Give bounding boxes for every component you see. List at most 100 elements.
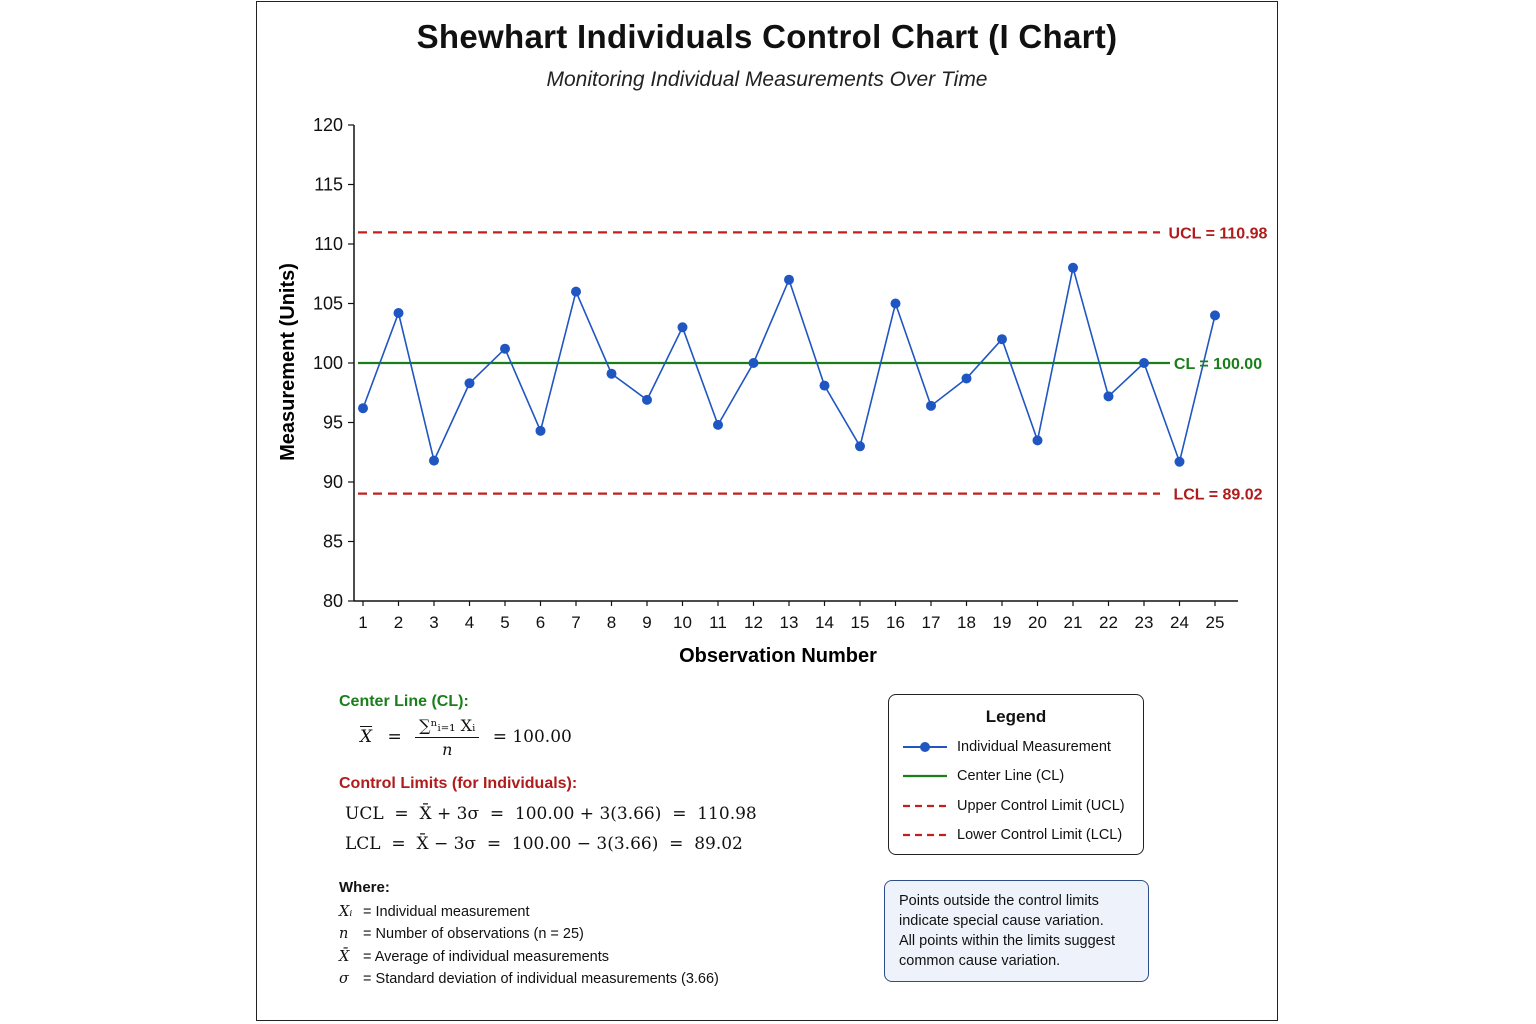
legend-marker-line-icon	[903, 742, 947, 752]
x-tick-label: 18	[957, 613, 976, 632]
lcl-label: LCL = 89.02	[1173, 487, 1262, 504]
reference-lines	[358, 231, 1170, 495]
measurement-line	[362, 267, 1216, 465]
cl-label: CL = 100.00	[1174, 356, 1262, 373]
x-tick-label: 8	[607, 613, 616, 632]
y-tick-label: 115	[314, 175, 343, 195]
x-bar-symbol: X	[360, 727, 373, 747]
mean-fraction: ∑ⁿᵢ₌₁ Xᵢ n	[415, 716, 480, 759]
interpretation-note: Points outside the control limits indica…	[884, 880, 1149, 982]
legend: Legend Individual Measurement Center Lin…	[888, 694, 1144, 855]
where-row-sigma: σ = Standard deviation of individual mea…	[339, 971, 719, 987]
legend-label: Individual Measurement	[957, 739, 1111, 755]
x-tick-label: 24	[1170, 613, 1189, 632]
data-point	[890, 298, 901, 309]
data-point	[1174, 456, 1185, 467]
note-line: Points outside the control limits	[899, 893, 1099, 909]
x-tick-label: 4	[465, 613, 474, 632]
data-point	[606, 368, 617, 379]
x-tick-label: 3	[429, 613, 438, 632]
x-tick-label: 20	[1028, 613, 1047, 632]
x-tick-label: 5	[500, 613, 509, 632]
data-point	[1103, 391, 1114, 402]
x-tick-label: 15	[851, 613, 870, 632]
data-point	[464, 378, 475, 389]
data-point	[1210, 310, 1220, 321]
y-tick-label: 110	[314, 234, 343, 254]
data-point	[500, 343, 510, 354]
center-line-heading: Center Line (CL):	[339, 693, 469, 710]
ucl-label: UCL = 110.98	[1169, 225, 1268, 242]
data-point	[429, 455, 439, 466]
data-point	[855, 441, 865, 452]
fraction-denominator: n	[442, 740, 453, 759]
data-point	[358, 403, 368, 414]
data-point	[1032, 435, 1043, 446]
x-tick-label: 13	[780, 613, 799, 632]
note-line: indicate special cause variation.	[899, 913, 1104, 929]
where-text: = Individual measurement	[363, 904, 530, 920]
x-tick-label: 9	[642, 613, 651, 632]
data-point	[677, 322, 688, 333]
x-tick-label: 12	[744, 613, 763, 632]
note-line: All points within the limits suggest	[899, 933, 1115, 949]
x-tick-label: 17	[922, 613, 941, 632]
x-tick-label: 11	[709, 613, 727, 632]
where-symbol: Xᵢ	[339, 904, 353, 920]
x-tick-label: 22	[1099, 613, 1118, 632]
y-axis-label: Measurement (Units)	[277, 263, 299, 461]
ucl-formula: UCL = X̄ + 3σ = 100.00 + 3(3.66) = 110.9…	[345, 804, 757, 824]
data-point	[748, 358, 759, 368]
x-tick-label: 14	[815, 613, 834, 632]
data-point	[642, 394, 652, 405]
data-point	[1139, 358, 1149, 368]
data-point	[784, 274, 794, 285]
y-tick-label: 120	[313, 115, 343, 135]
data-point	[535, 425, 546, 436]
x-tick-label: 6	[536, 613, 545, 632]
y-tick-label: 85	[323, 532, 343, 552]
data-point	[713, 419, 723, 430]
x-tick-label: 2	[394, 613, 403, 632]
data-point	[571, 286, 581, 297]
where-symbol: X̄	[339, 949, 350, 965]
where-row-n: n = Number of observations (n = 25)	[339, 926, 584, 942]
legend-label: Center Line (CL)	[957, 768, 1065, 784]
y-tick-label: 95	[323, 413, 343, 433]
legend-item-center-line: Center Line (CL)	[901, 766, 1137, 786]
data-point	[926, 400, 936, 411]
x-tick-label: 21	[1064, 613, 1083, 632]
x-tick-label: 19	[993, 613, 1012, 632]
legend-dashed-line-icon	[903, 804, 947, 808]
x-tick-label: 23	[1135, 613, 1154, 632]
measurement-series	[358, 262, 1220, 467]
legend-title: Legend	[985, 707, 1047, 726]
y-tick-label: 105	[313, 294, 343, 314]
x-tick-label: 10	[673, 613, 692, 632]
chart-subtitle: Monitoring Individual Measurements Over …	[546, 68, 988, 91]
center-line-formula: X = ∑ⁿᵢ₌₁ Xᵢ n = 100.00	[360, 716, 572, 759]
center-line-result: = 100.00	[492, 727, 572, 747]
where-row-xbar: X̄ = Average of individual measurements	[339, 949, 609, 965]
legend-item-measurement: Individual Measurement	[901, 737, 1137, 757]
where-symbol: σ	[339, 971, 349, 987]
y-tick-label: 90	[323, 472, 343, 492]
legend-dashed-line-icon	[903, 833, 947, 837]
x-tick-label: 1	[358, 613, 367, 632]
where-row-xi: Xᵢ = Individual measurement	[339, 904, 529, 920]
data-point	[997, 334, 1007, 345]
x-tick-label: 25	[1206, 613, 1225, 632]
where-text: = Number of observations (n = 25)	[363, 926, 584, 942]
x-axis-label: Observation Number	[679, 645, 877, 667]
legend-label: Lower Control Limit (LCL)	[957, 827, 1123, 843]
data-point	[393, 308, 404, 319]
control-limits-heading: Control Limits (for Individuals):	[339, 775, 578, 792]
note-line: common cause variation.	[899, 953, 1061, 969]
where-text: = Standard deviation of individual measu…	[363, 971, 719, 987]
legend-item-ucl: Upper Control Limit (UCL)	[901, 796, 1137, 816]
data-point	[1068, 262, 1078, 273]
where-text: = Average of individual measurements	[363, 949, 610, 965]
data-point	[819, 380, 830, 391]
y-tick-label: 100	[313, 353, 343, 373]
